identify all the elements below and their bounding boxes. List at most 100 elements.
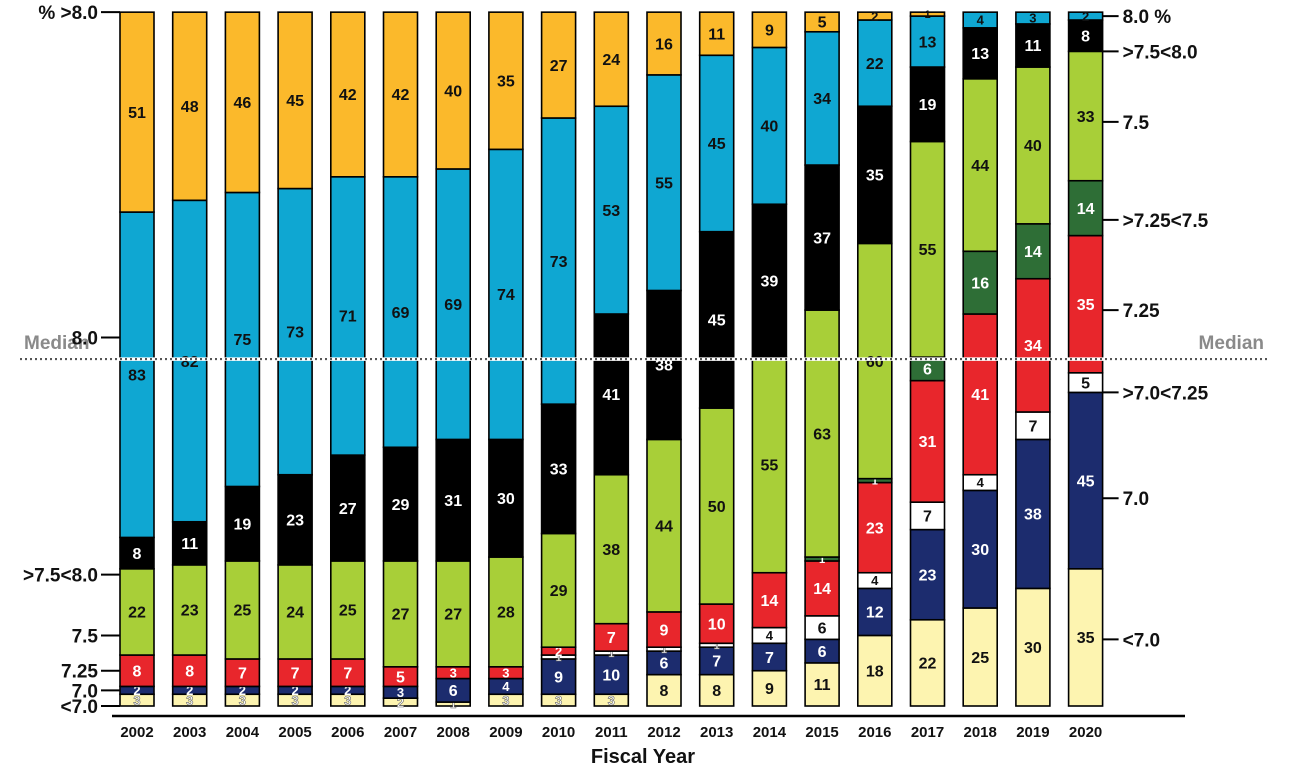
- x-tick-label: 2003: [173, 724, 206, 741]
- segment-value-label: 31: [444, 493, 462, 510]
- segment-value-label: 16: [655, 36, 673, 53]
- segment-value-label: 83: [128, 368, 146, 385]
- x-tick-label: 2014: [753, 724, 787, 741]
- segment-eq725-2005: [277, 658, 313, 688]
- segment-eq80-2010: [540, 117, 577, 405]
- bar-2008: 16 3 27 31 69 40: [435, 11, 472, 711]
- segment-value-label: 45: [1077, 473, 1095, 490]
- segment-value-label: 7: [607, 630, 616, 647]
- bar-2007: 235 27 29 69 42: [382, 11, 419, 710]
- right-axis: 8.0 % >7.5<8.0 7.5 >7.25<7.5 7.25 >7.0<7.25 7.…: [1102, 7, 1209, 651]
- segment-value-label: 8: [660, 683, 669, 700]
- segment-value-label: 7: [343, 665, 352, 682]
- segment-eq725-2004: [224, 658, 261, 688]
- segment-value-label: 25: [234, 603, 252, 620]
- segment-gt725lt75-2020: [1067, 179, 1104, 237]
- segment-value-label: 10: [602, 667, 620, 684]
- segment-value-label: 69: [444, 297, 462, 314]
- segment-eq75-2005: [277, 564, 313, 660]
- segment-value-label: 35: [1077, 297, 1095, 314]
- bar-2003: 32 8 23 11 82 48: [171, 11, 208, 708]
- segment-value-label: 27: [392, 607, 410, 624]
- segment-value-label: 55: [919, 242, 937, 259]
- x-axis-title: Fiscal Year: [591, 746, 695, 768]
- segment-value-label: 23: [181, 603, 199, 620]
- bar-2018: 25 30 4 41 16 44 13 4: [962, 11, 999, 707]
- segment-value-label: 11: [708, 26, 725, 43]
- right-axis-label: >7.0<7.25: [1123, 383, 1209, 404]
- bar-2019: 30 38 7 34 14 40 11 3: [1015, 11, 1051, 707]
- segment-gt80-2016: [856, 11, 893, 21]
- segment-value-label: 11: [814, 677, 831, 694]
- segment-value-label: 14: [761, 593, 779, 610]
- segment-gt75lt80-2005: [277, 473, 313, 566]
- segment-gt75lt80-2012: [646, 289, 682, 441]
- segment-value-label: 3: [502, 665, 509, 680]
- x-tick-label: 2020: [1069, 724, 1102, 741]
- segment-value-label: 2: [133, 683, 140, 698]
- segment-eq75-2007: [382, 560, 419, 668]
- segment-eq75-2019: [1015, 66, 1051, 225]
- segment-value-label: 3: [186, 693, 193, 708]
- segment-value-label: 33: [1077, 109, 1095, 126]
- segment-eq725-2016: [856, 481, 893, 574]
- segment-value-label: 8: [185, 663, 194, 680]
- segment-value-label: 23: [286, 513, 304, 530]
- segment-value-label: 7: [923, 509, 932, 526]
- bar-2005: 327 24 23 73 45: [277, 11, 313, 708]
- segment-value-label: 40: [761, 119, 779, 136]
- x-tick-label: 2018: [964, 724, 997, 741]
- segment-value-label: 6: [818, 644, 827, 661]
- segment-eq75-2018: [962, 78, 999, 253]
- segment-value-label: 3: [450, 665, 457, 680]
- segment-eq70-2017: [909, 528, 946, 621]
- segment-eq725-2011: [593, 622, 630, 652]
- bar-2013: 8 7 1 10 50 45 45 11: [698, 11, 735, 707]
- segment-value-label: 1: [714, 640, 720, 652]
- left-axis-label: 7.25: [61, 662, 98, 683]
- segment-gt80-2004: [224, 11, 261, 194]
- segment-value-label: 5: [818, 15, 827, 32]
- segment-value-label: 3: [344, 693, 351, 708]
- segment-eq80-2004: [224, 191, 261, 488]
- segment-gt75lt80-2002: [119, 536, 155, 570]
- segment-value-label: 45: [286, 93, 304, 110]
- segment-value-label: 8: [1081, 28, 1090, 45]
- segment-value-label: 3: [239, 693, 246, 708]
- segment-value-label: 45: [708, 313, 726, 330]
- segment-gt80-2009: [488, 11, 524, 151]
- segment-value-label: 7: [291, 665, 300, 682]
- segment-value-label: 34: [1024, 338, 1042, 355]
- median-layer: Median Median: [20, 333, 1268, 361]
- segment-value-label: 8: [133, 546, 142, 563]
- segment-value-label: 9: [554, 669, 563, 686]
- right-axis-label: 7.0: [1123, 489, 1149, 510]
- segment-value-label: 2: [344, 683, 351, 698]
- median-label-right: Median: [1199, 333, 1264, 354]
- segment-value-label: 22: [866, 56, 884, 73]
- segment-value-label: 27: [339, 501, 357, 518]
- segment-value-label: 82: [181, 354, 199, 371]
- segment-eq80-2002: [119, 211, 155, 539]
- segment-value-label: 14: [813, 581, 831, 598]
- segment-gt75lt80-2007: [382, 446, 419, 562]
- segment-value-label: 38: [655, 358, 673, 375]
- segment-eq70-2018: [962, 489, 999, 609]
- segment-gt80-2012: [646, 11, 682, 76]
- segment-value-label: 38: [602, 542, 620, 559]
- bar-2015: 11 6 6 14 1 63 37 34 5: [804, 11, 840, 707]
- segment-gt80-2003: [171, 11, 208, 202]
- segment-value-label: 4: [977, 13, 985, 28]
- segment-value-label: 2: [291, 683, 298, 698]
- x-tick-label: 2011: [595, 724, 628, 741]
- segment-gt75lt80-2008: [435, 438, 472, 562]
- segment-value-label: 19: [234, 516, 252, 533]
- x-tick-label: 2006: [331, 724, 364, 741]
- x-tick-label: 2009: [489, 724, 522, 741]
- segment-value-label: 9: [660, 622, 669, 639]
- segment-value-label: 1: [819, 554, 825, 566]
- segment-gt80-2013: [698, 11, 735, 57]
- segment-eq725-2003: [171, 654, 208, 688]
